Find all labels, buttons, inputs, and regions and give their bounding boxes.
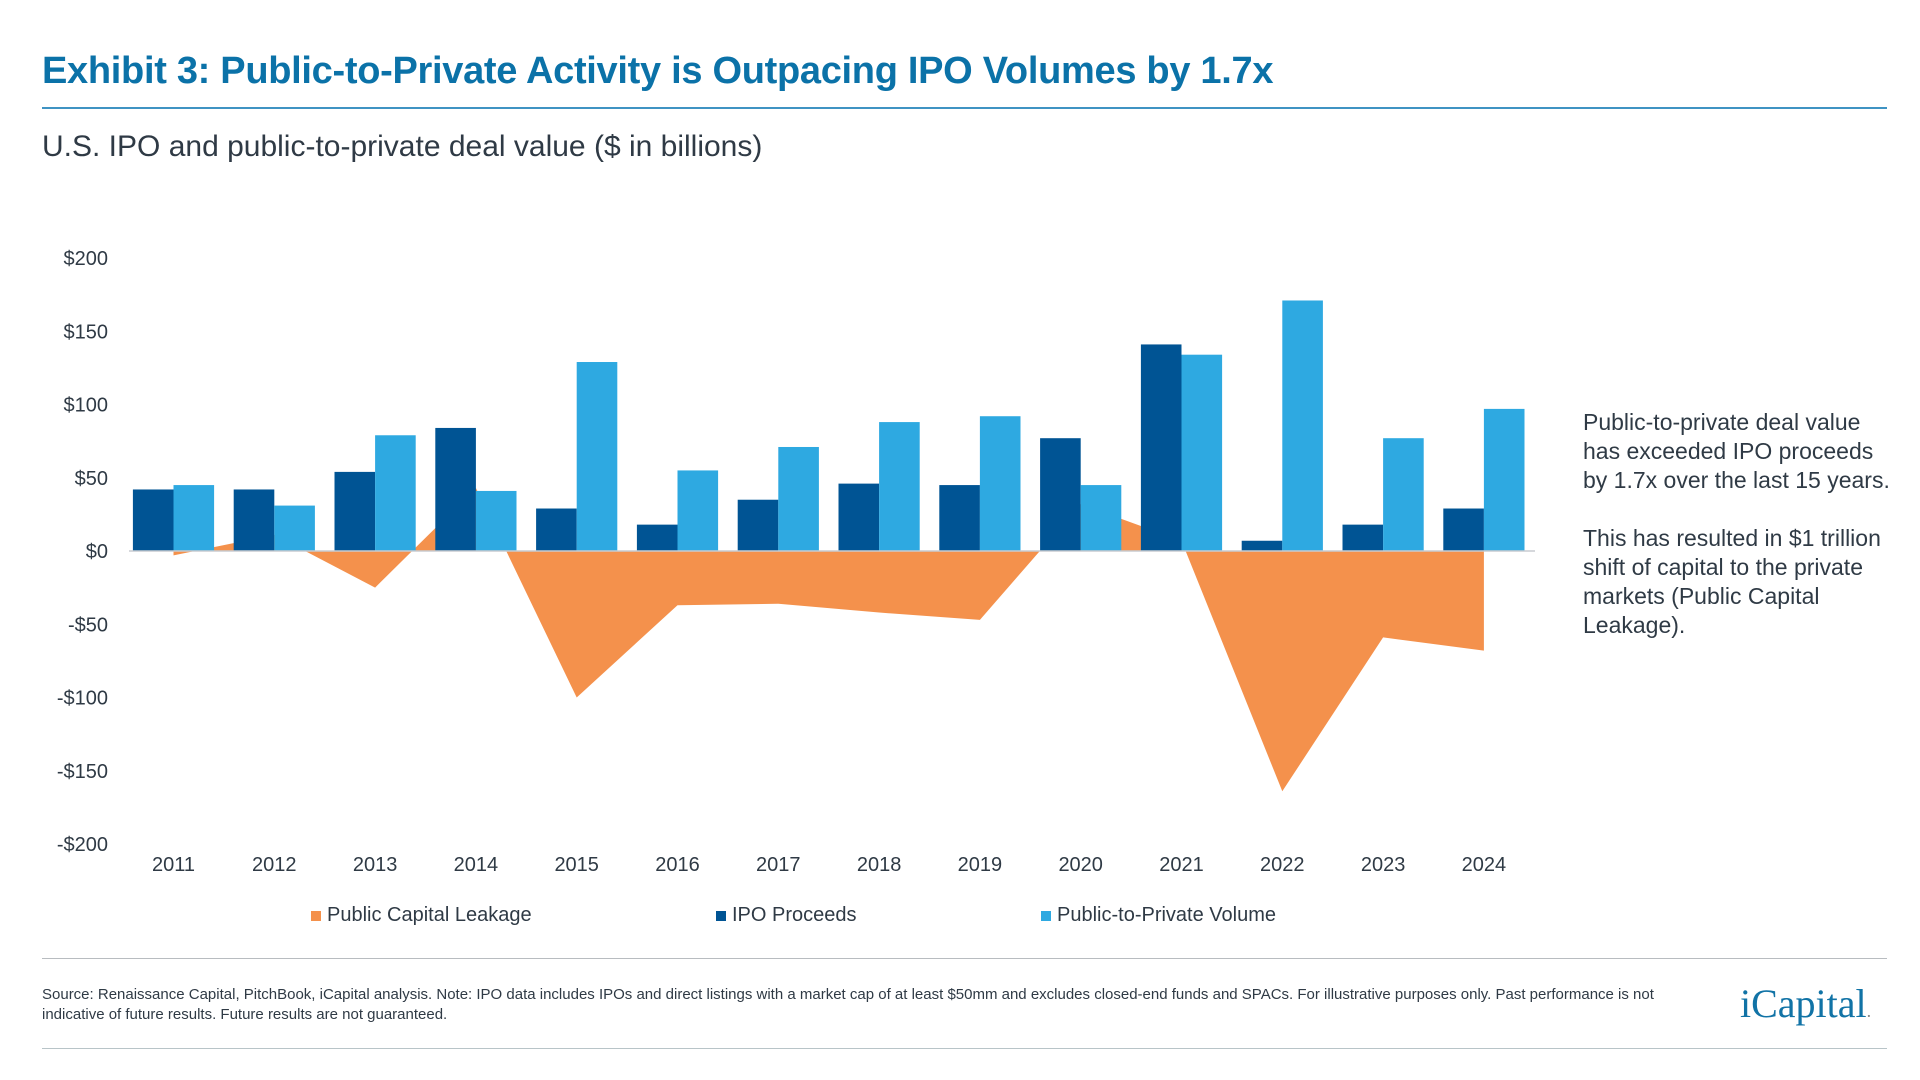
ipo-bar-2018 (838, 483, 880, 551)
x-tick-label: 2012 (252, 854, 297, 876)
legend-swatch (1041, 910, 1051, 921)
y-tick-label: -$200 (57, 834, 108, 856)
legend-label: Public Capital Leakage (327, 904, 532, 926)
x-tick-label: 2020 (1058, 854, 1103, 876)
p2p-bar-2016 (677, 470, 719, 551)
x-tick-label: 2015 (554, 854, 599, 876)
x-tick-label: 2023 (1361, 854, 1406, 876)
x-tick-label: 2011 (152, 854, 195, 876)
y-tick-label: $50 (75, 468, 108, 490)
legend-item-p2p: Public-to-Private Volume (1041, 904, 1276, 927)
ipo-bar-2024 (1443, 508, 1484, 551)
ipo-bar-2021 (1140, 344, 1182, 551)
legend-label: Public-to-Private Volume (1057, 904, 1276, 926)
legend-item-leakage: Public Capital Leakage (311, 904, 532, 927)
ipo-bar-2022 (1241, 540, 1283, 551)
page-title: Exhibit 3: Public-to-Private Activity is… (42, 50, 1274, 92)
y-tick-label: $200 (64, 248, 109, 270)
leakage-area (173, 488, 1484, 792)
ipo-bar-2012 (233, 489, 275, 551)
legend-swatch (311, 910, 321, 921)
legend-item-ipo: IPO Proceeds (716, 904, 857, 927)
source-note: Source: Renaissance Capital, PitchBook, … (42, 986, 1654, 1023)
x-tick-label: 2018 (857, 854, 902, 876)
ipo-bar-2013 (334, 471, 376, 551)
p2p-bar-2022 (1282, 300, 1323, 551)
p2p-bar-2017 (778, 446, 819, 551)
x-tick-label: 2016 (655, 854, 700, 876)
chart-subtitle: U.S. IPO and public-to-private deal valu… (42, 130, 763, 163)
ipo-bar-2015 (536, 508, 577, 551)
legend-swatch (716, 910, 726, 921)
p2p-bar-2015 (576, 362, 618, 551)
p2p-bar-2023 (1383, 438, 1424, 551)
note-paragraph-2: This has resulted in $1 trillion shift o… (1583, 525, 1881, 638)
ipo-bar-2017 (737, 499, 779, 551)
ipo-bar-2023 (1342, 524, 1384, 551)
p2p-bar-2018 (879, 422, 920, 551)
x-tick-label: 2013 (353, 854, 398, 876)
x-tick-label: 2017 (756, 854, 801, 876)
ipo-bar-2016 (636, 524, 678, 551)
p2p-bar-2012 (274, 505, 315, 551)
legend-label: IPO Proceeds (732, 904, 857, 926)
x-tick-label: 2021 (1159, 854, 1204, 876)
p2p-bar-2011 (173, 485, 215, 551)
x-tick-label: 2014 (454, 854, 499, 876)
ipo-bar-2014 (435, 427, 476, 551)
title-divider (42, 107, 1887, 109)
p2p-bar-2013 (375, 435, 416, 551)
ipo-bar-2019 (939, 485, 980, 551)
ipo-bar-2020 (1040, 438, 1081, 551)
footer-divider-bottom (42, 1048, 1887, 1049)
x-tick-label: 2024 (1462, 854, 1507, 876)
y-tick-label: -$50 (68, 614, 108, 636)
chart: $200 $150 $100 $50 $0 -$50 -$100 -$150 -$200 2011… (57, 248, 1535, 876)
p2p-bar-2014 (475, 490, 517, 551)
ipo-bar-2011 (132, 489, 174, 551)
x-tick-label: 2022 (1260, 854, 1305, 876)
y-tick-label: -$100 (57, 688, 108, 710)
x-tick-label: 2019 (958, 854, 1003, 876)
p2p-bar-2021 (1181, 354, 1223, 551)
side-note: Public-to-private deal value has exceede… (1583, 408, 1903, 669)
y-tick-label: $100 (64, 395, 109, 417)
note-paragraph-1: Public-to-private deal value has exceede… (1583, 409, 1890, 493)
y-tick-label: -$150 (57, 761, 108, 783)
icapital-logo: iCapital. (1740, 981, 1872, 1026)
y-tick-label: $0 (86, 541, 108, 563)
y-tick-label: $150 (64, 321, 109, 343)
p2p-bar-2024 (1483, 408, 1525, 551)
p2p-bar-2020 (1080, 485, 1122, 551)
footer-divider-top (42, 958, 1887, 959)
p2p-bar-2019 (979, 416, 1021, 551)
